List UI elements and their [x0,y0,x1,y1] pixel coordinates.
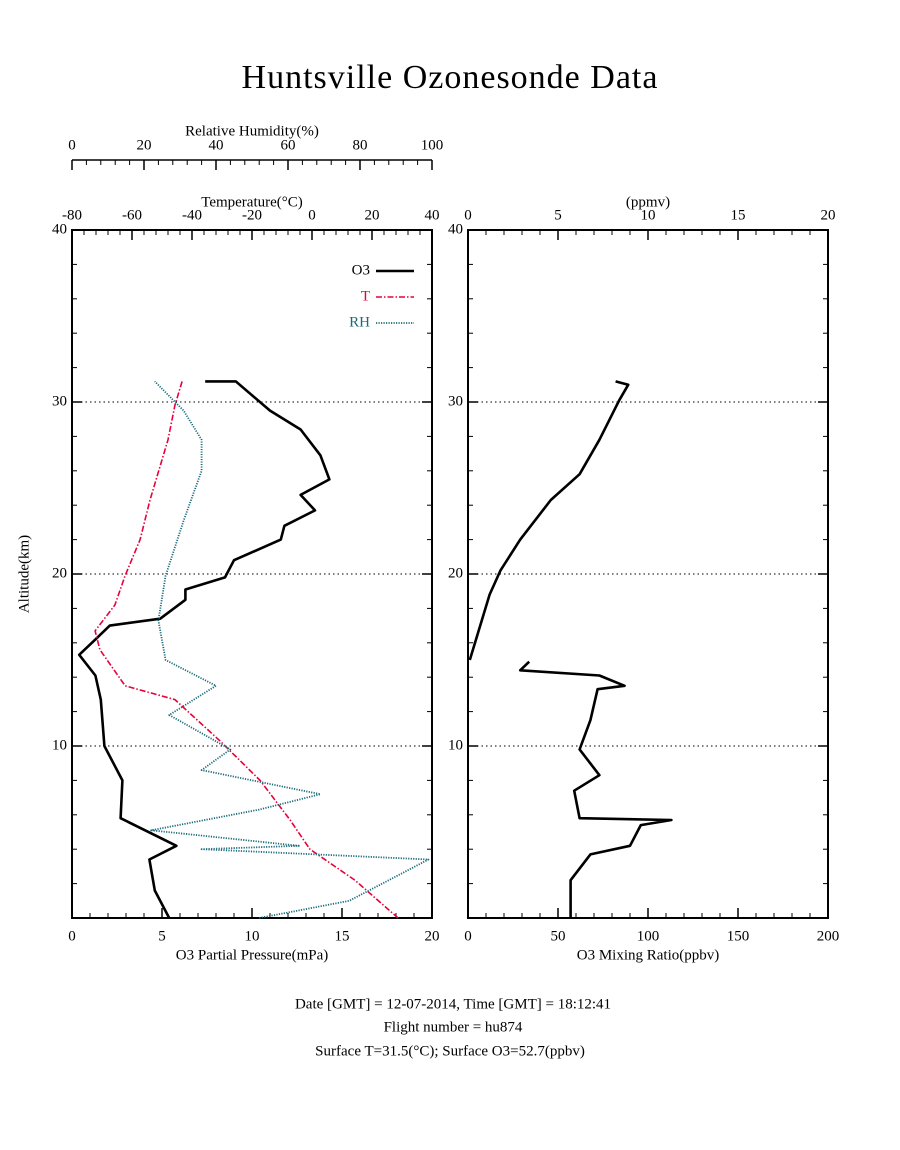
y-axis-label: Altitude(km) [16,535,32,613]
y-tick-label: 40 [52,221,67,237]
x-tick-label: 200 [817,928,840,944]
x-tick-label: 10 [245,928,260,944]
x2-tick-label: 15 [731,207,746,223]
x-axis-label: O3 Partial Pressure(mPa) [176,947,328,963]
y-tick-label: 30 [52,393,67,409]
profile-line [468,380,630,661]
x-tick-label: 5 [158,928,166,944]
legend-label: T [361,288,370,304]
x2-tick-label: -40 [182,207,202,223]
x-tick-label: 50 [551,928,566,944]
x3-tick-label: 100 [421,137,444,153]
x-axis-label: O3 Mixing Ratio(ppbv) [577,947,720,963]
profile-line [94,381,399,919]
x2-axis-label: (ppmv) [626,194,670,210]
y-tick-label: 20 [448,565,463,581]
x3-tick-label: 20 [137,137,152,153]
legend-label: O3 [352,262,370,278]
y-tick-label: 30 [448,393,463,409]
x3-tick-label: 60 [281,137,296,153]
x3-tick-label: 80 [353,137,368,153]
footer-line: Date [GMT] = 12-07-2014, Time [GMT] = 18… [295,996,611,1012]
x2-tick-label: -60 [122,207,142,223]
x-tick-label: 150 [727,928,750,944]
x3-tick-label: 40 [209,137,224,153]
x2-tick-label: 0 [464,207,472,223]
x2-tick-label: 40 [425,207,440,223]
x-tick-label: 100 [637,928,660,944]
plot-frame [71,229,433,919]
profile-line [518,660,673,918]
x-tick-label: 20 [425,928,440,944]
x-tick-label: 0 [464,928,472,944]
legend-label: RH [349,314,370,330]
x2-tick-label: 20 [821,207,836,223]
x3-axis-label: Relative Humidity(%) [185,123,319,139]
x2-tick-label: 10 [641,207,656,223]
page-title: Huntsville Ozonesonde Data [242,59,659,96]
x2-tick-label: 5 [554,207,562,223]
x-tick-label: 15 [335,928,350,944]
x2-tick-label: 20 [365,207,380,223]
x3-tick-label: 0 [68,137,76,153]
x2-tick-label: -80 [62,207,82,223]
footer-line: Flight number = hu874 [384,1019,523,1035]
profile-line [150,380,430,919]
x2-tick-label: -20 [242,207,262,223]
y-tick-label: 10 [52,737,67,753]
footer-line: Surface T=31.5(°C); Surface O3=52.7(ppbv… [315,1043,585,1059]
plot-frame [467,229,829,919]
x2-tick-label: 0 [308,207,316,223]
x-tick-label: 0 [68,928,76,944]
x2-axis-label: Temperature(°C) [201,194,303,210]
y-tick-label: 10 [448,737,463,753]
profile-line [77,380,331,919]
y-tick-label: 40 [448,221,463,237]
y-tick-label: 20 [52,565,67,581]
